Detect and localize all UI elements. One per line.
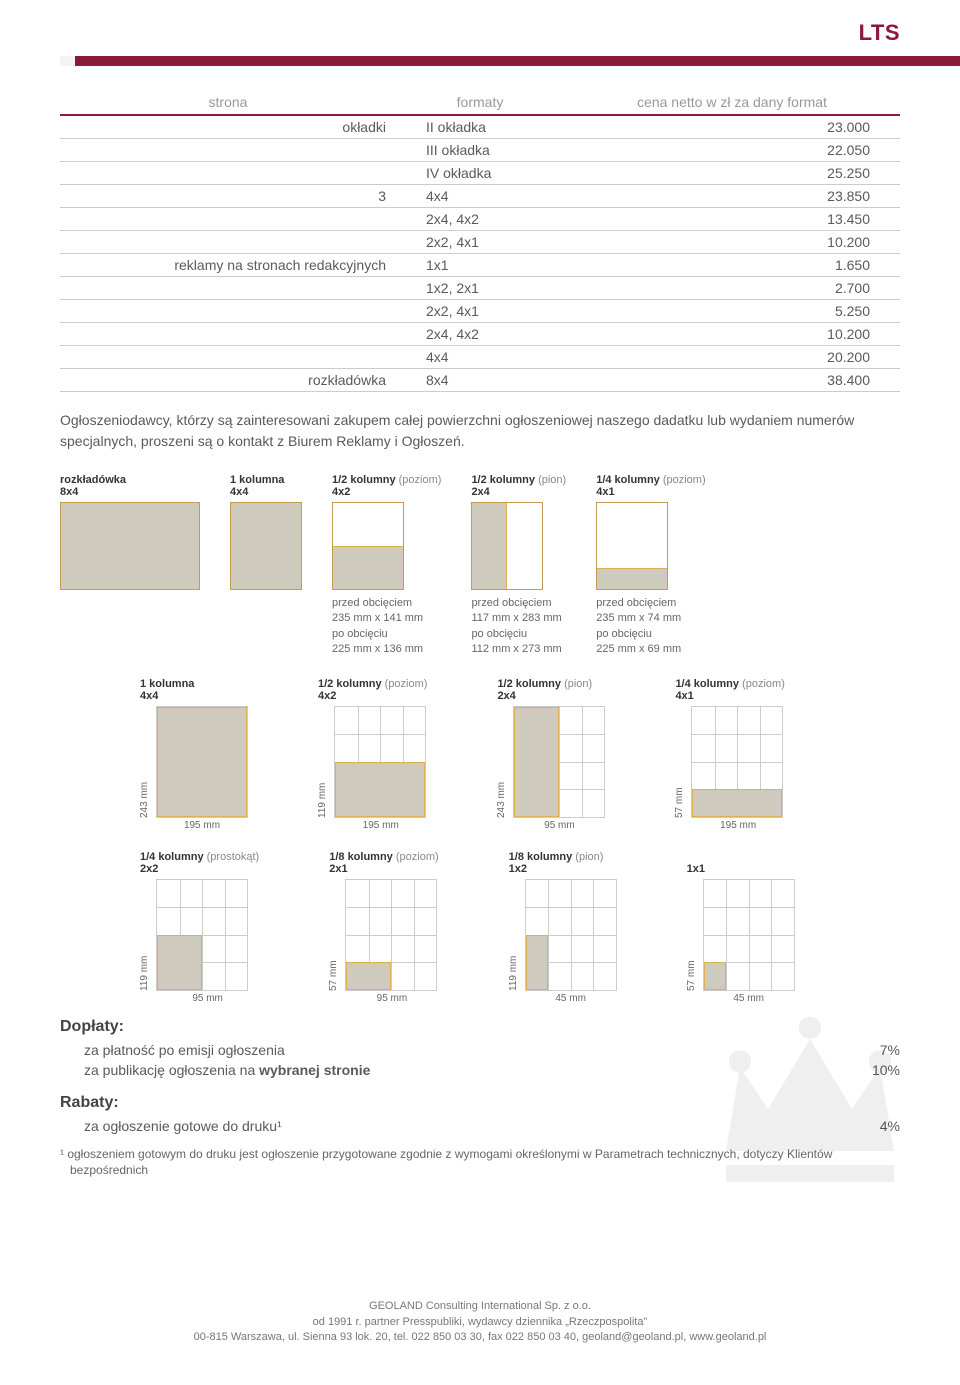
table-row: 1x2, 2x12.700	[60, 277, 900, 300]
fee-row: za płatność po emisji ogłoszenia7%	[60, 1040, 900, 1060]
shapes-row-2: 1 kolumna4x4243 mm195 mm 1/2 kolumny (poz…	[140, 678, 900, 831]
shape-block: 1 kolumna4x4	[230, 474, 302, 590]
table-row: IV okładka25.250	[60, 162, 900, 185]
shape-block: 1/4 kolumny (poziom)4x1przed obcięciem23…	[596, 474, 705, 658]
intro-paragraph: Ogłoszeniodawcy, którzy są zainteresowan…	[60, 410, 900, 452]
surcharges-title: Dopłaty:	[60, 1018, 900, 1036]
table-header: formaty	[396, 90, 564, 115]
shape-block: rozkładówka8x4	[60, 474, 200, 590]
grid-shape-block: 1/4 kolumny (prostokąt)2x2119 mm95 mm	[140, 851, 259, 1004]
footnote: ¹ ogłoszeniem gotowym do druku jest ogło…	[60, 1146, 900, 1180]
footer-since: od 1991 r. partner Presspubliki, wydawcy…	[60, 1315, 900, 1330]
grid-shape-block: 1/2 kolumny (poziom)4x2119 mm195 mm	[318, 678, 427, 831]
shape-block: 1/2 kolumny (pion)2x4przed obcięciem117 …	[471, 474, 566, 658]
grid-shape-block: 1/2 kolumny (pion)2x4243 mm95 mm	[497, 678, 605, 831]
shapes-row-3: 1/4 kolumny (prostokąt)2x2119 mm95 mm 1/8…	[140, 851, 900, 1004]
fee-row: za ogłoszenie gotowe do druku¹4%	[60, 1116, 900, 1136]
footer: GEOLAND Consulting International Sp. z o…	[60, 1299, 900, 1345]
fee-row: za publikację ogłoszenia na wybranej str…	[60, 1060, 900, 1080]
table-row: okładkiII okładka23.000	[60, 115, 900, 139]
price-table: stronaformatycena netto w zł za dany for…	[60, 90, 900, 392]
table-row: rozkładówka8x438.400	[60, 369, 900, 392]
table-row: 2x4, 4x210.200	[60, 323, 900, 346]
discounts-list: za ogłoszenie gotowe do druku¹4%	[60, 1116, 900, 1136]
table-row: 2x2, 4x110.200	[60, 231, 900, 254]
table-row: reklamy na stronach redakcyjnych1x11.650	[60, 254, 900, 277]
table-row: III okładka22.050	[60, 139, 900, 162]
surcharges-list: za płatność po emisji ogłoszenia7%za pub…	[60, 1040, 900, 1080]
footer-address: 00-815 Warszawa, ul. Sienna 93 lok. 20, …	[60, 1330, 900, 1345]
discounts-title: Rabaty:	[60, 1094, 900, 1112]
grid-shape-block: 1x157 mm45 mm	[687, 851, 795, 1004]
shapes-row-1: rozkładówka8x4 1 kolumna4x4 1/2 kolumny (p…	[60, 474, 900, 658]
table-header: strona	[60, 90, 396, 115]
table-header: cena netto w zł za dany format	[564, 90, 900, 115]
table-row: 2x4, 4x213.450	[60, 208, 900, 231]
brand-label: LTS	[859, 20, 900, 46]
grid-shape-block: 1/8 kolumny (poziom)2x157 mm95 mm	[329, 851, 438, 1004]
table-row: 34x423.850	[60, 185, 900, 208]
grid-shape-block: 1/4 kolumny (poziom)4x157 mm195 mm	[675, 678, 784, 831]
table-row: 4x420.200	[60, 346, 900, 369]
header-divider	[60, 56, 960, 66]
table-row: 2x2, 4x15.250	[60, 300, 900, 323]
grid-shape-block: 1 kolumna4x4243 mm195 mm	[140, 678, 248, 831]
shape-block: 1/2 kolumny (poziom)4x2przed obcięciem23…	[332, 474, 441, 658]
footer-company: GEOLAND Consulting International Sp. z o…	[60, 1299, 900, 1314]
grid-shape-block: 1/8 kolumny (pion)1x2119 mm45 mm	[509, 851, 617, 1004]
